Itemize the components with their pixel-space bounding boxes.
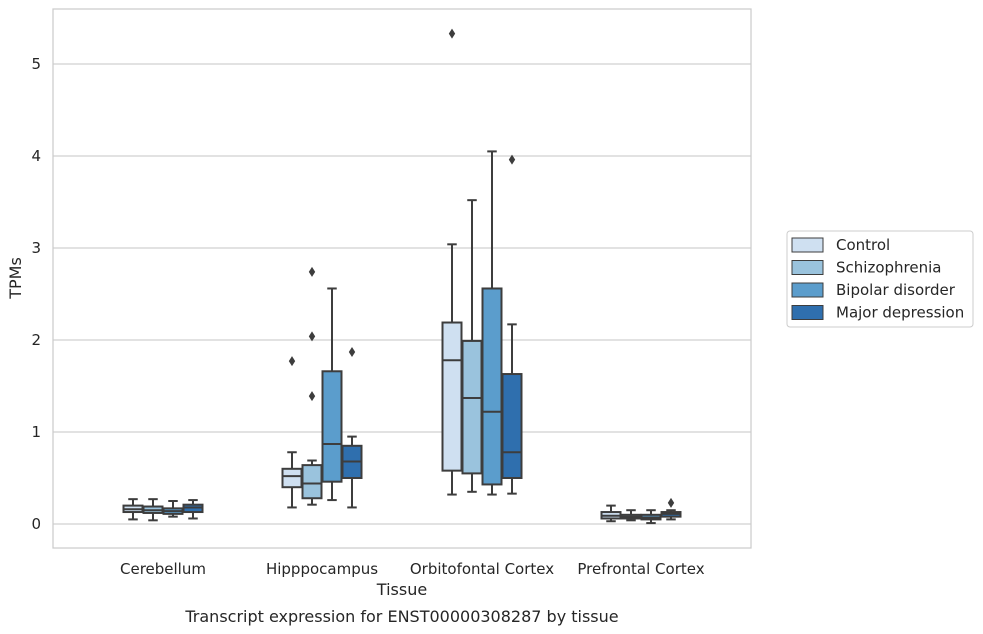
box	[301, 464, 323, 500]
box	[441, 321, 463, 472]
chart-title: Transcript expression for ENST0000030828…	[184, 607, 618, 626]
y-tick-label: 1	[31, 423, 41, 441]
x-axis-label: Tissue	[376, 580, 427, 599]
outlier-point	[308, 391, 316, 402]
box	[501, 373, 523, 480]
series-control	[122, 28, 622, 523]
box	[321, 370, 343, 483]
legend-label: Control	[836, 236, 890, 254]
y-tick-label: 4	[31, 147, 41, 165]
outlier-point	[308, 266, 316, 277]
legend-swatch	[791, 237, 824, 253]
box	[281, 467, 303, 489]
outlier-point	[308, 331, 316, 342]
y-axis-label: TPMs	[6, 257, 25, 300]
outlier-point	[288, 356, 296, 367]
x-tick-label: Prefrontal Cortex	[577, 560, 704, 578]
legend: Control Schizophrenia Bipolar disorder Majo…	[786, 230, 974, 328]
legend-swatch	[791, 305, 824, 320]
series-bipolar-disorder	[162, 150, 662, 525]
x-tick-label: Hipppocampus	[266, 560, 378, 578]
box	[461, 339, 483, 475]
outlier-point	[508, 154, 516, 165]
y-tick-label: 3	[31, 239, 41, 257]
legend-frame	[786, 230, 974, 328]
gridlines	[53, 63, 751, 525]
y-tick-label: 5	[31, 55, 41, 73]
legend-swatch	[791, 282, 824, 298]
y-tick-label: 2	[31, 331, 41, 349]
x-tick-label: Cerebellum	[120, 560, 206, 578]
box	[481, 287, 503, 486]
y-tick-label: 0	[31, 515, 41, 533]
legend-label: Major depression	[836, 304, 964, 322]
x-tick-label: Orbitofontal Cortex	[410, 560, 554, 578]
outlier-point	[448, 28, 456, 39]
outlier-point	[348, 346, 356, 357]
y-tick-labels: 0 1 2 3 4 5	[31, 55, 41, 533]
outlier-point	[667, 497, 675, 508]
plot-frame	[52, 8, 752, 549]
legend-label: Bipolar disorder	[836, 281, 956, 299]
box-series	[122, 28, 682, 525]
legend-swatch	[791, 260, 824, 275]
series-schizophrenia	[142, 199, 642, 522]
series-major-depression	[182, 154, 682, 521]
legend-label: Schizophrenia	[836, 259, 941, 277]
x-tick-labels: Cerebellum Hipppocampus Orbitofontal Corte…	[120, 560, 705, 578]
